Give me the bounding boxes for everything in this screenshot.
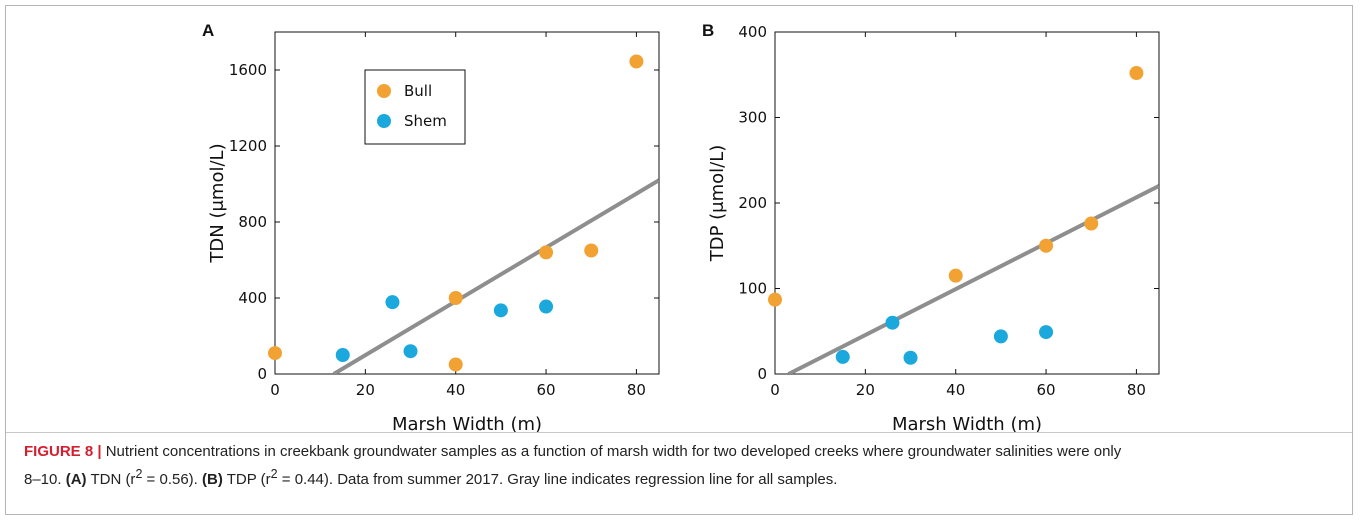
point-bull — [448, 291, 463, 305]
plot-frame — [274, 31, 660, 375]
legend-box — [364, 69, 466, 145]
caption-divider — [6, 432, 1352, 433]
point-shem — [835, 349, 850, 364]
caption-sup-b: 2 — [270, 467, 278, 481]
panel-b: 0 20 40 60 80 0 100 200 300 400 Marsh Width (m) TDP… — [692, 14, 1192, 444]
point-shem — [385, 295, 400, 310]
caption-line2a: 8–10. — [24, 471, 66, 488]
chart-b: 0 20 40 60 80 0 100 200 300 400 Marsh Width (m) TDP… — [702, 21, 1160, 435]
y-tick-label: 100 — [738, 280, 767, 298]
point-shem — [1039, 325, 1054, 340]
x-tick-label: 60 — [537, 381, 556, 399]
y-tick-label: 800 — [238, 213, 267, 231]
point-shem — [493, 303, 508, 318]
x-tick-label: 40 — [446, 381, 465, 399]
panel-letter: B — [702, 21, 714, 40]
caption-ref-a: (A) — [65, 471, 87, 488]
point-bull — [1129, 66, 1144, 81]
x-tick-label: 20 — [856, 381, 875, 399]
x-tick-label: 20 — [356, 381, 375, 399]
plot-frame — [774, 31, 1160, 375]
point-bull — [584, 243, 599, 258]
x-tick-label: 80 — [1127, 381, 1146, 399]
panel-letter: A — [202, 21, 214, 40]
legend-label-shem: Shem — [404, 112, 447, 130]
caption-label: FIGURE 8 | — [24, 443, 102, 460]
point-bull — [1039, 238, 1054, 253]
regression-line — [332, 178, 659, 374]
point-bull — [448, 357, 463, 372]
x-tick-label: 60 — [1037, 381, 1056, 399]
regression-line — [787, 184, 1159, 374]
point-bull — [768, 292, 782, 307]
y-axis-title: TDP (μmol/L) — [707, 145, 728, 263]
point-bull — [539, 245, 554, 260]
point-shem — [993, 329, 1008, 344]
x-tick-label: 0 — [770, 381, 780, 399]
y-axis-title: TDN (μmol/L) — [207, 143, 228, 263]
point-shem — [903, 350, 918, 365]
point-shem — [335, 348, 350, 362]
x-tick-label: 80 — [627, 381, 646, 399]
point-shem — [885, 315, 900, 330]
caption-sup-a: 2 — [135, 467, 143, 481]
point-bull — [268, 346, 282, 361]
y-tick-label: 300 — [738, 109, 767, 127]
point-bull — [1084, 216, 1099, 231]
x-axis-title: Marsh Width (m) — [392, 414, 542, 435]
y-tick-label: 0 — [257, 365, 267, 383]
figure-frame — [5, 5, 1353, 515]
legend-marker-shem — [377, 114, 391, 128]
caption-text-b: TDP (r — [222, 471, 271, 488]
x-tick-label: 0 — [270, 381, 280, 399]
legend-label-bull: Bull — [404, 82, 432, 100]
panel-a: 0 20 40 60 80 0 400 800 1200 1600 Marsh Width (m) T… — [192, 14, 692, 444]
x-tick-label: 40 — [946, 381, 965, 399]
caption-line1: Nutrient concentrations in creekbank gro… — [101, 443, 1122, 460]
caption-text-a2: = 0.56). — [142, 471, 203, 488]
caption-ref-b: (B) — [202, 471, 223, 488]
y-tick-label: 200 — [738, 194, 767, 212]
legend-marker-bull — [377, 84, 391, 98]
point-shem — [539, 299, 554, 314]
y-tick-label: 0 — [757, 365, 767, 383]
caption-text-a: TDN (r — [86, 471, 136, 488]
point-bull — [948, 268, 963, 283]
point-bull — [629, 54, 644, 69]
y-tick-label: 1600 — [229, 61, 267, 79]
caption-text-b2: = 0.44). Data from summer 2017. Gray lin… — [277, 471, 838, 488]
x-axis-title: Marsh Width (m) — [892, 414, 1042, 435]
point-shem — [403, 344, 418, 359]
figure-caption: FIGURE 8 | Nutrient concentrations in cr… — [24, 441, 1340, 491]
y-tick-label: 400 — [238, 289, 267, 307]
y-tick-label: 1200 — [229, 137, 267, 155]
y-tick-label: 400 — [738, 23, 767, 41]
